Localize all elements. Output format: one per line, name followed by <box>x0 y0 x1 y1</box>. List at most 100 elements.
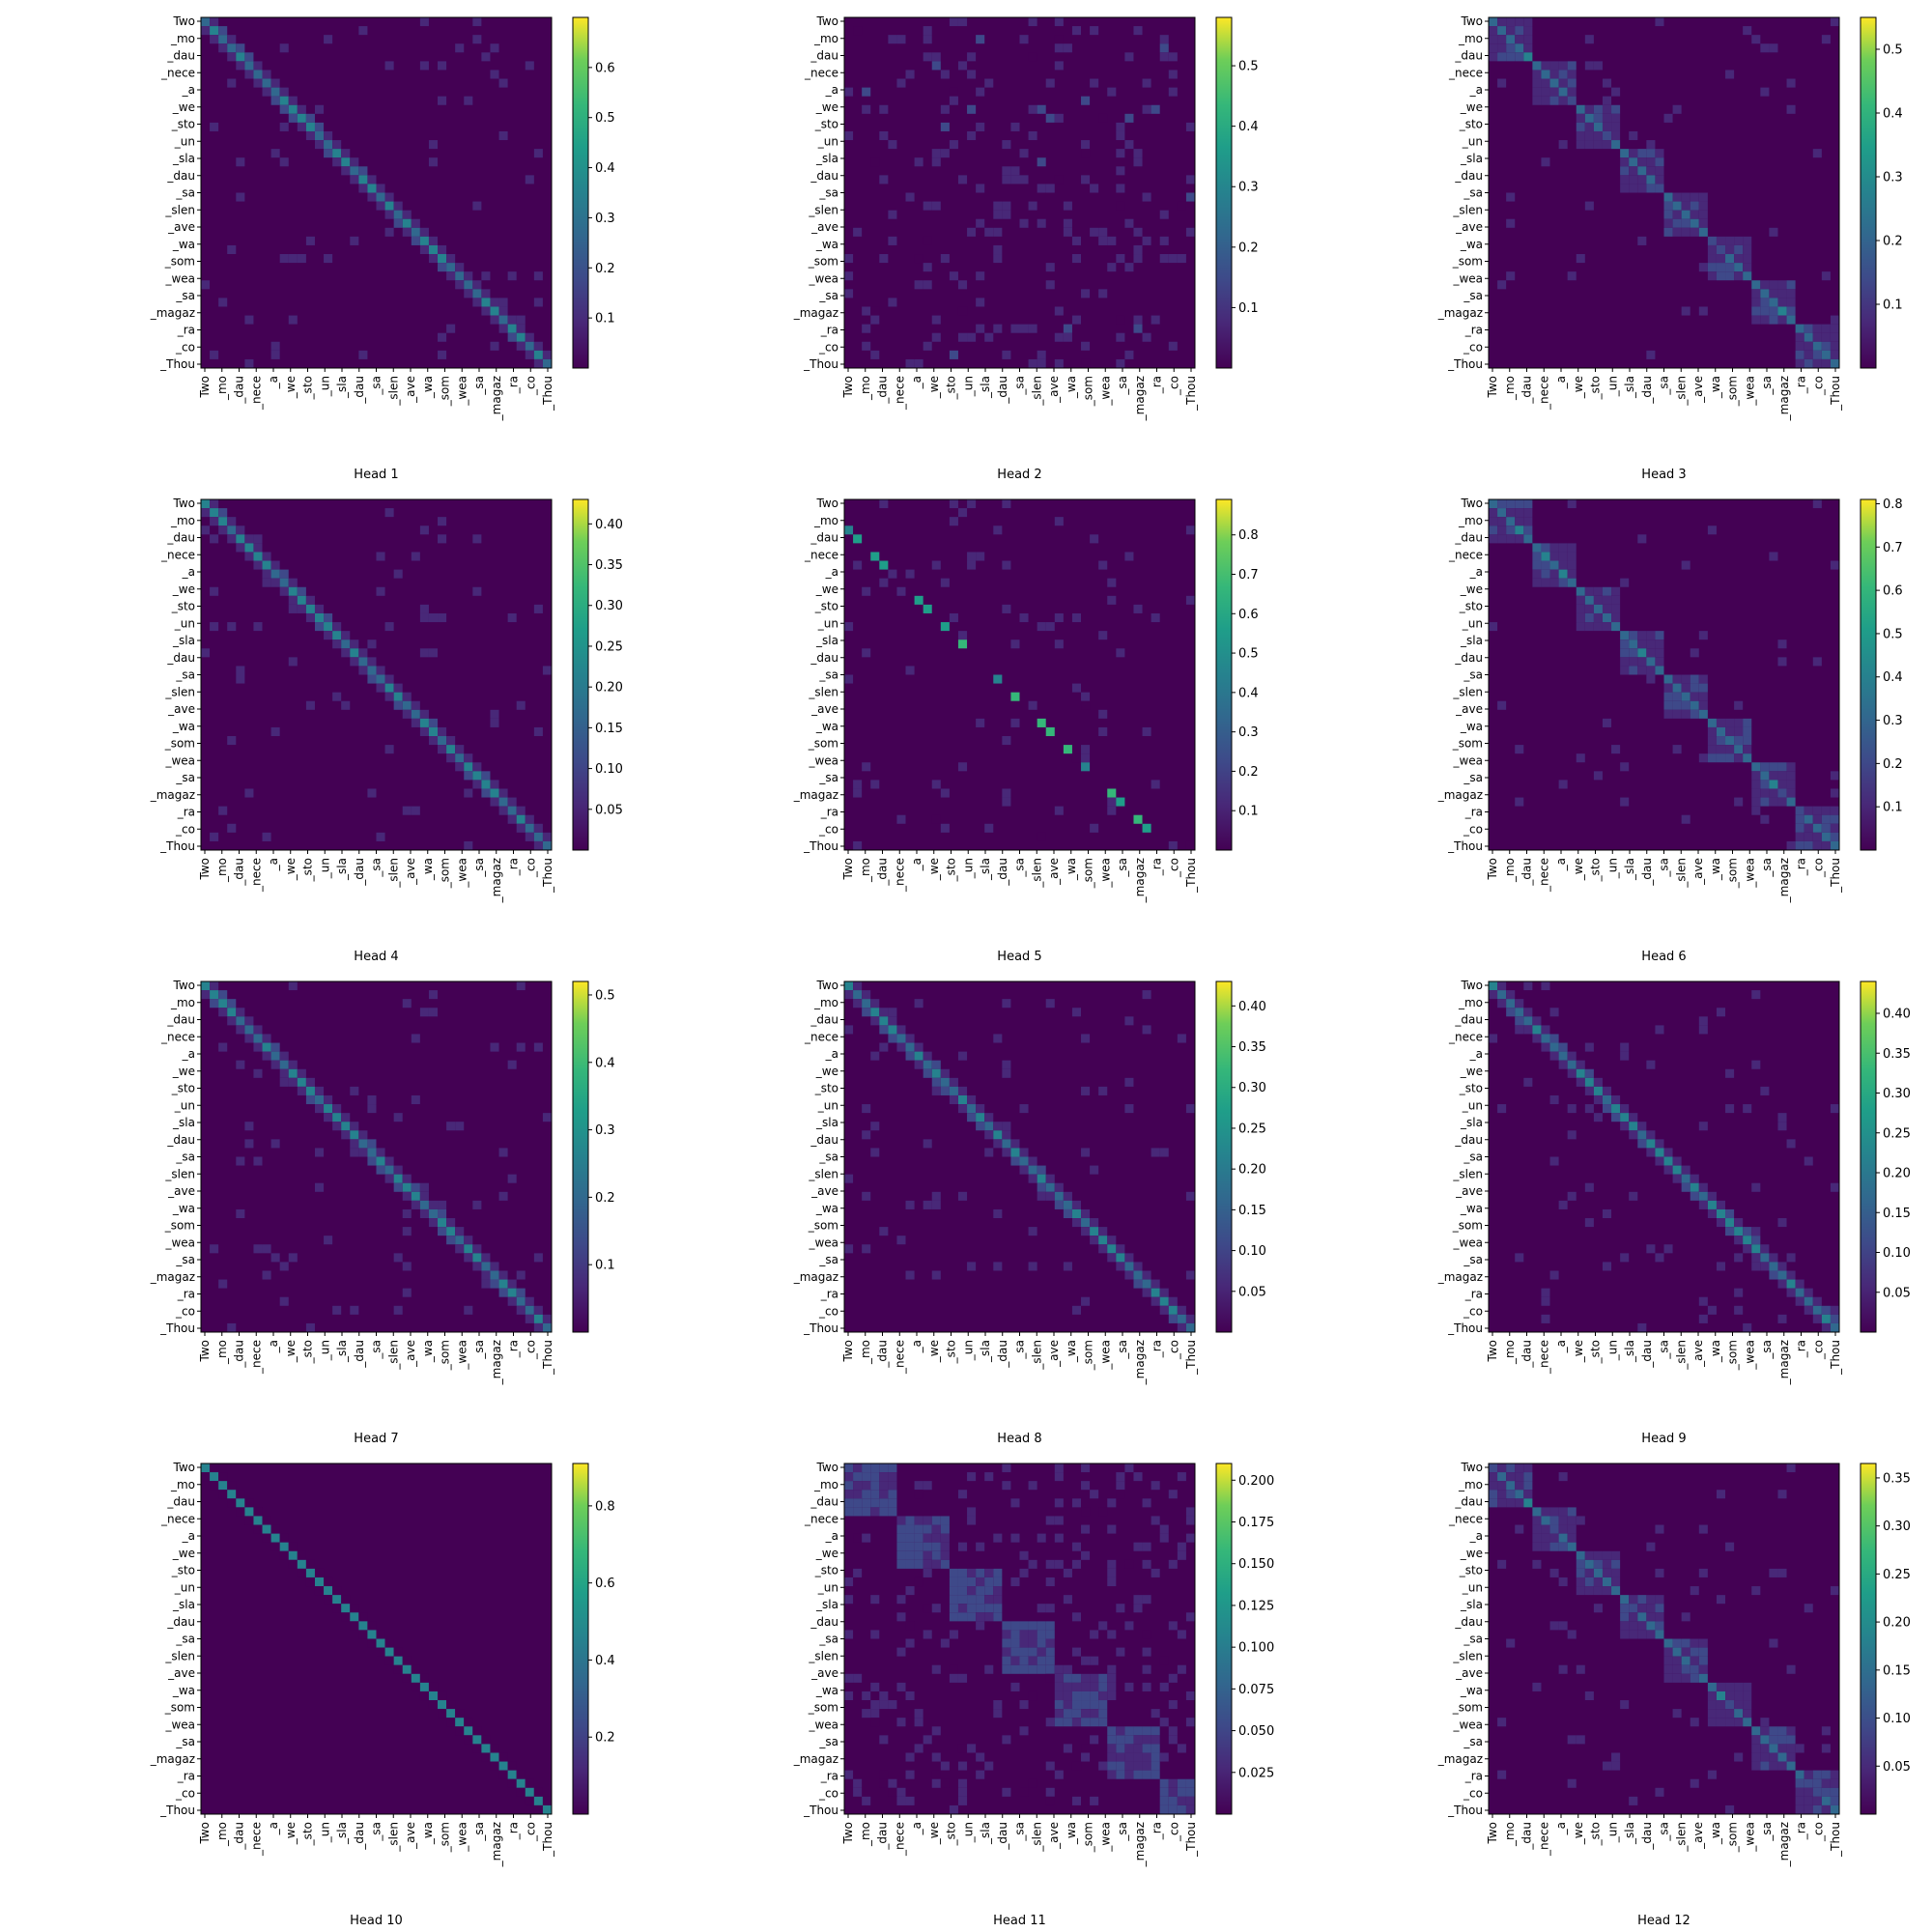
heatmap-cell <box>1830 1104 1839 1114</box>
heatmap-cell <box>1081 341 1091 351</box>
heatmap-cell <box>1019 1550 1029 1560</box>
heatmap-cell <box>1107 1690 1117 1701</box>
x-tick-label: _ra <box>1151 1822 1164 1840</box>
heatmap-cell <box>1584 1577 1594 1587</box>
heatmap-cell <box>1576 140 1585 150</box>
heatmap-cell <box>1063 1744 1072 1753</box>
heatmap-cell <box>490 315 499 325</box>
heatmap-cell <box>1071 1682 1082 1691</box>
heatmap-cell <box>1159 1682 1169 1691</box>
colorbar-tick-label: 0.2 <box>595 1731 615 1746</box>
heatmap-cell <box>1133 1472 1143 1482</box>
heatmap-cell <box>455 1236 465 1245</box>
x-tick-label: _slen <box>1030 1822 1043 1853</box>
heatmap-cell <box>1786 1253 1796 1263</box>
heatmap-cell <box>844 289 854 298</box>
x-tick-label: _sla <box>335 1822 349 1845</box>
y-tick-label: _magaz <box>793 1752 838 1766</box>
x-tick-label: _Thou <box>1184 1340 1198 1376</box>
heatmap-cell <box>1142 1744 1151 1753</box>
heatmap-cell <box>1071 254 1082 264</box>
heatmap-cell <box>1541 1288 1550 1297</box>
heatmap-cell <box>1567 78 1577 88</box>
heatmap-cell <box>464 1236 473 1245</box>
heatmap-cell <box>976 218 985 228</box>
heatmap-cell <box>402 1288 412 1297</box>
y-tick-label: _sla <box>1460 1116 1483 1129</box>
heatmap-cell <box>1751 990 1761 1000</box>
colorbar: 0.050.100.150.200.250.300.350.40 <box>572 498 623 851</box>
heatmap-cell <box>1124 1744 1134 1753</box>
heatmap-cell <box>472 289 482 298</box>
heatmap-cell <box>1707 1682 1717 1691</box>
heatmap-cell <box>1116 1726 1125 1736</box>
heatmap-cell <box>1159 236 1169 245</box>
heatmap-cell <box>1786 771 1796 781</box>
y-tick-label: _dau <box>810 531 838 545</box>
heatmap-cell <box>870 1507 880 1517</box>
heatmap-cell <box>1751 1253 1761 1263</box>
heatmap-cell <box>1133 254 1143 264</box>
heatmap-cell <box>393 1647 403 1657</box>
heatmap-cell <box>498 1770 508 1779</box>
heatmap-cell <box>1830 806 1839 815</box>
heatmap-cell <box>402 1656 412 1665</box>
heatmap-cell <box>1593 61 1603 71</box>
heatmap-cell <box>464 289 473 298</box>
x-tick-label: _ra <box>1795 858 1808 876</box>
x-tick-label: _we <box>284 376 298 399</box>
heatmap-cell <box>949 1604 958 1613</box>
colorbar-tick-label: 0.15 <box>1883 1663 1911 1678</box>
heatmap-cell <box>993 1612 1003 1622</box>
y-tick-label: _dau <box>1454 1013 1483 1027</box>
heatmap-cell <box>888 1507 897 1517</box>
heatmap-cell <box>1760 1244 1770 1254</box>
y-tick-label: _a <box>1469 1047 1483 1061</box>
heatmap-cell <box>1177 1664 1186 1674</box>
heatmap-cell <box>507 612 517 623</box>
heatmap-cell <box>1611 113 1621 123</box>
heatmap-cell <box>1019 1104 1029 1114</box>
heatmap-cell <box>1489 981 1498 991</box>
colorbar-tick-label: 0.5 <box>595 111 615 126</box>
heatmap-cell <box>976 1621 985 1631</box>
x-tick-label: _dau <box>996 858 1009 887</box>
heatmap-cell <box>1107 1744 1117 1753</box>
heatmap-cell <box>1045 1577 1055 1587</box>
heatmap-cell <box>923 52 932 62</box>
heatmap-cell <box>1716 1208 1726 1219</box>
heatmap-cell <box>1760 814 1770 824</box>
heatmap-cell <box>1177 1314 1186 1323</box>
heatmap-cell <box>1812 350 1822 359</box>
heatmap-cell <box>1081 140 1091 150</box>
heatmap-cell <box>1593 604 1603 613</box>
heatmap-cell <box>1646 631 1656 640</box>
colorbar-tick-label: 0.40 <box>1238 1000 1266 1014</box>
heatmap-cell <box>1786 1726 1796 1736</box>
heatmap-cell <box>1081 1481 1091 1491</box>
heatmap-cell <box>1558 569 1568 579</box>
heatmap-cell <box>218 1481 228 1491</box>
heatmap-cell <box>1185 1533 1195 1543</box>
heatmap-cell <box>1045 1796 1055 1805</box>
heatmap-cell <box>1159 1778 1169 1788</box>
y-tick-label: _dau <box>1454 169 1483 183</box>
heatmap-cell <box>1769 1253 1778 1263</box>
x-tick-label: _sa <box>1013 858 1027 878</box>
y-tick-label: _Thou <box>803 357 838 371</box>
heatmap-cell <box>1567 1068 1577 1078</box>
heatmap-cell <box>1107 1577 1117 1587</box>
x-tick-label: _som <box>1726 376 1740 407</box>
heatmap-cell <box>1523 43 1533 53</box>
heatmap-cell <box>888 298 897 307</box>
y-tick-label: _co <box>818 1786 838 1800</box>
heatmap-cell <box>1743 26 1752 36</box>
x-tick-label: _wa <box>421 1340 435 1363</box>
heatmap-cell <box>1506 271 1516 281</box>
heatmap-cell <box>1045 78 1055 88</box>
heatmap-cell <box>879 1227 889 1236</box>
heatmap-cell <box>1549 1524 1559 1534</box>
heatmap-cell <box>270 1542 280 1551</box>
heatmap-cell <box>1028 1621 1037 1631</box>
heatmap-cell <box>1690 1673 1699 1683</box>
